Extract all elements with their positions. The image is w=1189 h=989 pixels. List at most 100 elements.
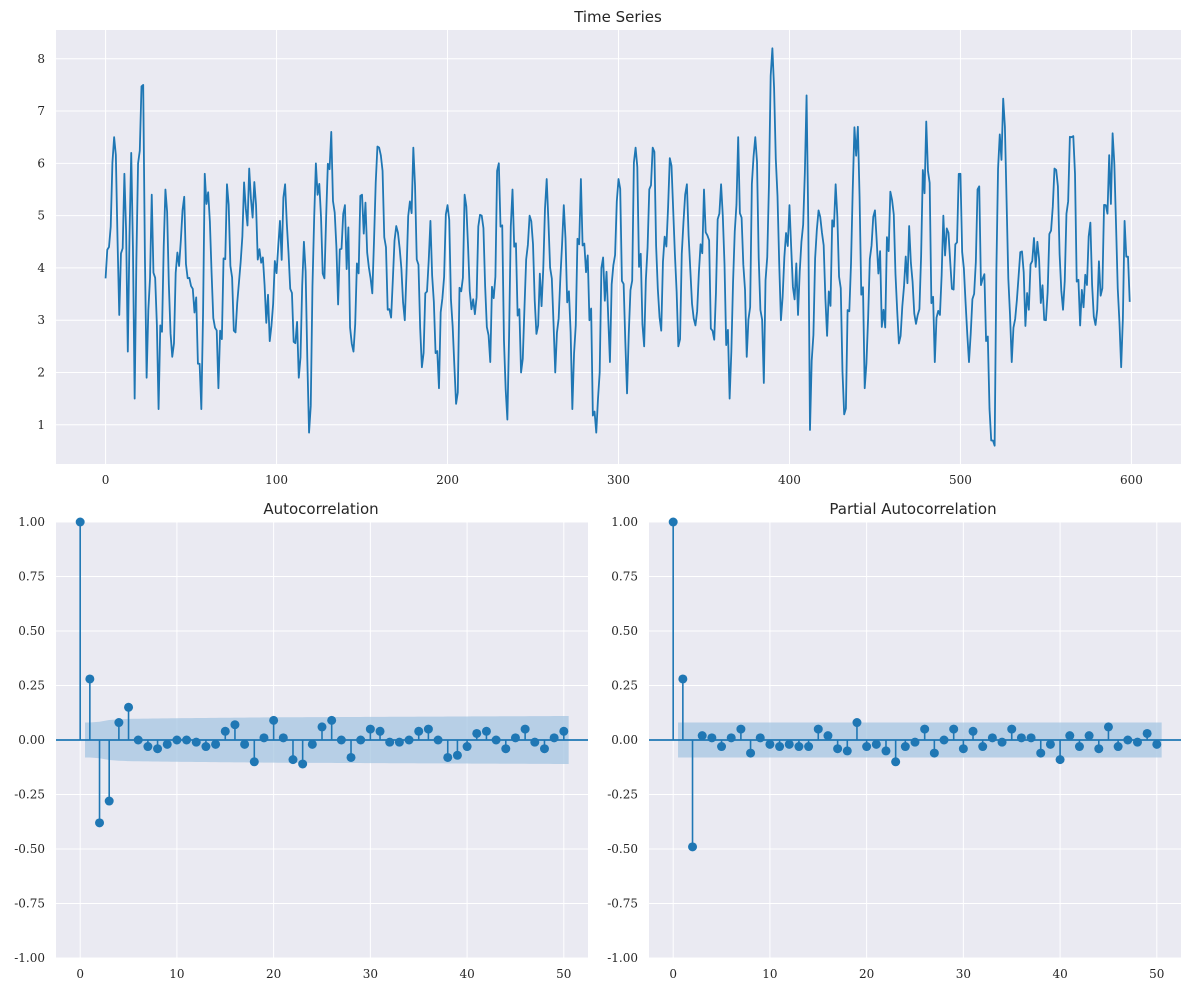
acf-point [414, 726, 424, 736]
pacf-point [804, 742, 814, 752]
acf-point [298, 759, 308, 769]
pacf-point [978, 742, 988, 752]
acf-point [317, 722, 327, 732]
x-tick-label: 0 [102, 473, 110, 487]
acf-point [153, 744, 163, 754]
pacf-point [1123, 735, 1133, 745]
acf-point [394, 737, 404, 747]
acf-point [346, 752, 356, 762]
pacf-point [736, 724, 746, 734]
acf-point [452, 750, 462, 760]
y-tick-label: 0.25 [18, 679, 45, 693]
y-tick-label: 0.50 [18, 624, 45, 638]
y-tick-label: 4 [37, 261, 45, 275]
pacf-point [678, 674, 688, 684]
y-tick-label: -0.25 [14, 788, 45, 802]
acf-point [539, 744, 549, 754]
y-tick-label: -1.00 [14, 951, 45, 965]
pacf-point [910, 737, 920, 747]
acf-point [104, 796, 114, 806]
acf-point [288, 755, 298, 765]
autocorrelation-title: Autocorrelation [263, 500, 378, 518]
pacf-point [1036, 748, 1046, 758]
pacf-point [1132, 737, 1142, 747]
pacf-point [900, 742, 910, 752]
acf-point [143, 742, 153, 752]
pacf-point [1016, 733, 1026, 743]
x-tick-label: 50 [1149, 967, 1164, 981]
pacf-point [949, 724, 959, 734]
pacf-point [707, 733, 717, 743]
x-tick-label: 10 [169, 967, 184, 981]
pacf-point [881, 746, 891, 756]
y-tick-label: 8 [37, 52, 45, 66]
y-tick-label: 1 [37, 418, 45, 432]
y-tick-label: -0.50 [14, 842, 45, 856]
pacf-point [746, 748, 756, 758]
pacf-point [765, 739, 775, 749]
acf-point [191, 737, 201, 747]
acf-point [510, 733, 520, 743]
acf-point [124, 702, 134, 712]
acf-point [114, 718, 124, 728]
acf-point [520, 724, 530, 734]
pacf-point [697, 731, 707, 741]
pacf-point [968, 726, 978, 736]
pacf-point [833, 744, 843, 754]
acf-point [481, 726, 491, 736]
acf-point [172, 735, 182, 745]
acf-point [356, 735, 366, 745]
pacf-point [891, 757, 901, 767]
pacf-point [842, 746, 852, 756]
pacf-point [1152, 739, 1162, 749]
acf-point [404, 735, 414, 745]
acf-point [211, 739, 221, 749]
pacf-point [813, 724, 823, 734]
acf-point [472, 728, 482, 738]
acf-point [259, 733, 269, 743]
y-tick-label: -0.75 [14, 897, 45, 911]
pacf-point [987, 733, 997, 743]
acf-point [336, 735, 346, 745]
pacf-point [688, 842, 698, 852]
pacf-point [775, 742, 785, 752]
y-tick-label: 0.50 [611, 624, 638, 638]
pacf-point [1065, 731, 1075, 741]
x-tick-label: 20 [266, 967, 281, 981]
y-tick-label: 0.75 [611, 570, 638, 584]
y-tick-label: -0.75 [607, 897, 638, 911]
pacf-point [1113, 742, 1123, 752]
acf-point [269, 715, 279, 725]
pacf-point [755, 733, 765, 743]
acf-point [491, 735, 501, 745]
pacf-point [862, 742, 872, 752]
autocorrelation-panel: 1.00 0.75 0.50 0.25 0.00 -0.25 -0.50 -0.75 -1.00… [14, 500, 588, 981]
y-tick-label: 0.00 [611, 733, 638, 747]
acf-point [549, 733, 559, 743]
y-tick-label: -0.25 [607, 788, 638, 802]
pacf-point [1007, 724, 1017, 734]
pacf-point [717, 742, 727, 752]
acf-point [385, 737, 395, 747]
pacf-point [939, 735, 949, 745]
pacf-point [1084, 731, 1094, 741]
pacf-point [668, 517, 678, 527]
acf-point [85, 674, 95, 684]
y-tick-label: -0.50 [607, 842, 638, 856]
pacf-point [1074, 742, 1084, 752]
y-tick-label: 7 [37, 104, 45, 118]
x-tick-label: 0 [669, 967, 677, 981]
pacf-point [784, 739, 794, 749]
pacf-point [1103, 722, 1113, 732]
acf-point [559, 726, 569, 736]
acf-point [182, 735, 192, 745]
x-tick-label: 500 [949, 473, 972, 487]
pacf-point [958, 744, 968, 754]
partial-autocorrelation-panel: 1.00 0.75 0.50 0.25 0.00 -0.25 -0.50 -0.75 -1.00… [607, 500, 1181, 981]
x-tick-label: 30 [956, 967, 971, 981]
acf-point [162, 739, 172, 749]
acf-point [95, 818, 105, 828]
acf-point [278, 733, 288, 743]
pacf-point [1045, 739, 1055, 749]
